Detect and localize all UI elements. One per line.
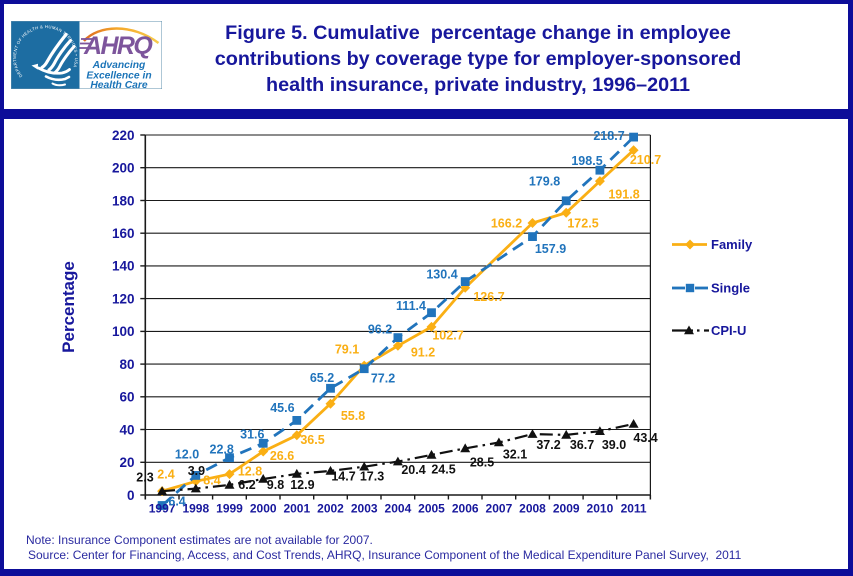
svg-text:2001: 2001 (283, 502, 310, 516)
svg-text:24.5: 24.5 (431, 462, 455, 476)
svg-text:45.6: 45.6 (270, 401, 294, 415)
svg-text:2007: 2007 (486, 502, 513, 516)
svg-text:1999: 1999 (216, 502, 243, 516)
svg-text:2000: 2000 (250, 502, 277, 516)
svg-text:12.8: 12.8 (238, 464, 262, 478)
svg-text:160: 160 (112, 226, 135, 241)
svg-text:55.8: 55.8 (341, 409, 365, 423)
svg-text:37.2: 37.2 (536, 438, 560, 452)
svg-text:12.0: 12.0 (175, 447, 199, 461)
svg-text:79.1: 79.1 (335, 342, 359, 356)
svg-text:20.4: 20.4 (401, 463, 425, 477)
svg-text:Single: Single (711, 281, 750, 296)
svg-text:220: 220 (112, 128, 135, 143)
svg-text:2005: 2005 (418, 502, 445, 516)
svg-text:36.7: 36.7 (570, 438, 594, 452)
svg-text:14.7: 14.7 (331, 469, 355, 483)
svg-text:157.9: 157.9 (535, 242, 566, 256)
svg-text:191.8: 191.8 (608, 187, 639, 201)
svg-text:Health Care: Health Care (90, 80, 147, 89)
svg-text:2004: 2004 (385, 502, 412, 516)
svg-text:36.5: 36.5 (300, 433, 324, 447)
svg-text:32.1: 32.1 (503, 447, 527, 461)
svg-text:AHRQ: AHRQ (83, 32, 153, 60)
svg-text:2006: 2006 (452, 502, 479, 516)
svg-text:102.7: 102.7 (432, 328, 463, 342)
svg-text:96.2: 96.2 (368, 322, 392, 336)
svg-text:2.4: 2.4 (157, 467, 174, 481)
svg-text:9.8: 9.8 (267, 478, 284, 492)
svg-text:2008: 2008 (519, 502, 546, 516)
svg-text:2009: 2009 (553, 502, 580, 516)
svg-text:8.4: 8.4 (203, 473, 220, 487)
svg-text:2011: 2011 (621, 502, 647, 516)
svg-text:-6.4: -6.4 (164, 494, 186, 508)
svg-text:22.8: 22.8 (210, 442, 234, 456)
svg-text:77.2: 77.2 (371, 371, 395, 385)
svg-text:172.5: 172.5 (567, 217, 598, 231)
svg-text:111.4: 111.4 (396, 299, 426, 313)
svg-text:100: 100 (112, 324, 135, 339)
svg-text:1997: 1997 (149, 502, 176, 516)
svg-text:Advancing: Advancing (92, 60, 146, 71)
svg-text:126.7: 126.7 (473, 290, 504, 304)
svg-text:218.7: 218.7 (593, 129, 624, 143)
svg-text:80: 80 (119, 357, 134, 372)
svg-text:2.3: 2.3 (136, 470, 153, 484)
svg-text:Excellence in: Excellence in (86, 71, 151, 82)
svg-text:60: 60 (119, 390, 134, 405)
svg-text:1998: 1998 (182, 502, 209, 516)
svg-text:40: 40 (119, 422, 134, 437)
svg-text:0: 0 (127, 488, 135, 503)
svg-text:12.9: 12.9 (290, 478, 314, 492)
svg-text:91.2: 91.2 (411, 345, 435, 359)
svg-text:20: 20 (119, 455, 134, 470)
svg-text:130.4: 130.4 (426, 267, 457, 281)
svg-text:39.0: 39.0 (602, 438, 626, 452)
svg-text:Family: Family (711, 237, 753, 252)
svg-text:43.4: 43.4 (633, 431, 657, 445)
svg-text:166.2: 166.2 (491, 217, 522, 231)
svg-text:17.3: 17.3 (360, 469, 384, 483)
svg-text:2002: 2002 (317, 502, 344, 516)
svg-text:180: 180 (112, 193, 135, 208)
svg-text:2003: 2003 (351, 502, 378, 516)
svg-text:28.5: 28.5 (470, 455, 494, 469)
svg-text:Percentage: Percentage (59, 261, 78, 353)
svg-text:6.2: 6.2 (238, 478, 255, 492)
svg-text:120: 120 (112, 291, 135, 306)
svg-text:26.6: 26.6 (270, 449, 294, 463)
svg-text:2010: 2010 (587, 502, 614, 516)
svg-text:210.7: 210.7 (630, 153, 661, 167)
svg-text:140: 140 (112, 259, 135, 274)
svg-text:65.2: 65.2 (310, 371, 334, 385)
svg-text:31.6: 31.6 (240, 428, 264, 442)
svg-text:3.9: 3.9 (188, 464, 205, 478)
svg-text:CPI-U: CPI-U (711, 323, 746, 338)
svg-text:179.8: 179.8 (529, 174, 560, 188)
svg-text:198.5: 198.5 (571, 154, 602, 168)
svg-text:200: 200 (112, 161, 135, 176)
